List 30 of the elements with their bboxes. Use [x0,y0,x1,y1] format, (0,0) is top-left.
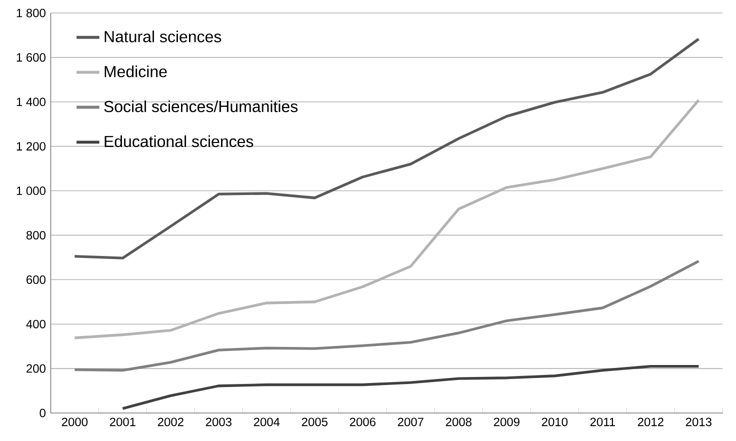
x-tick-label: 2001 [110,418,136,426]
y-tick-label: 600 [26,275,46,284]
line-series [73,98,700,340]
x-tick-label: 2007 [398,418,424,426]
x-tick-label: 2006 [350,418,376,426]
x-tick-label: 2008 [446,418,472,426]
y-tick-label: 0 [40,408,46,418]
legend-label: Social sciences/Humanities [104,100,298,112]
legend-label: Natural sciences [104,30,222,42]
legend-label: Educational sciences [104,135,254,148]
y-tick-label: 1 800 [16,8,46,18]
x-tick-label: 2000 [62,418,88,426]
legend-label: Medicine [104,66,167,78]
y-tick-label: 800 [26,230,46,240]
x-tick-label: 2010 [542,418,568,426]
x-tick-label: 2012 [638,418,664,426]
line-series [73,260,700,372]
x-tick-label: 2005 [302,418,328,426]
y-tick-label: 1 000 [16,186,46,196]
y-tick-label: 1 200 [16,142,46,151]
x-tick-label: 2011 [590,418,615,426]
x-tick-label: 2004 [254,418,280,426]
x-tick-label: 2009 [494,418,520,426]
x-tick-label: 2003 [206,418,232,426]
y-tick-label: 200 [26,364,46,373]
y-tick-label: 400 [26,320,46,328]
x-tick-label: 2013 [686,418,712,426]
x-tick-label: 2002 [158,418,184,426]
y-tick-label: 1 600 [16,53,46,62]
y-tick-label: 1 400 [16,98,46,106]
